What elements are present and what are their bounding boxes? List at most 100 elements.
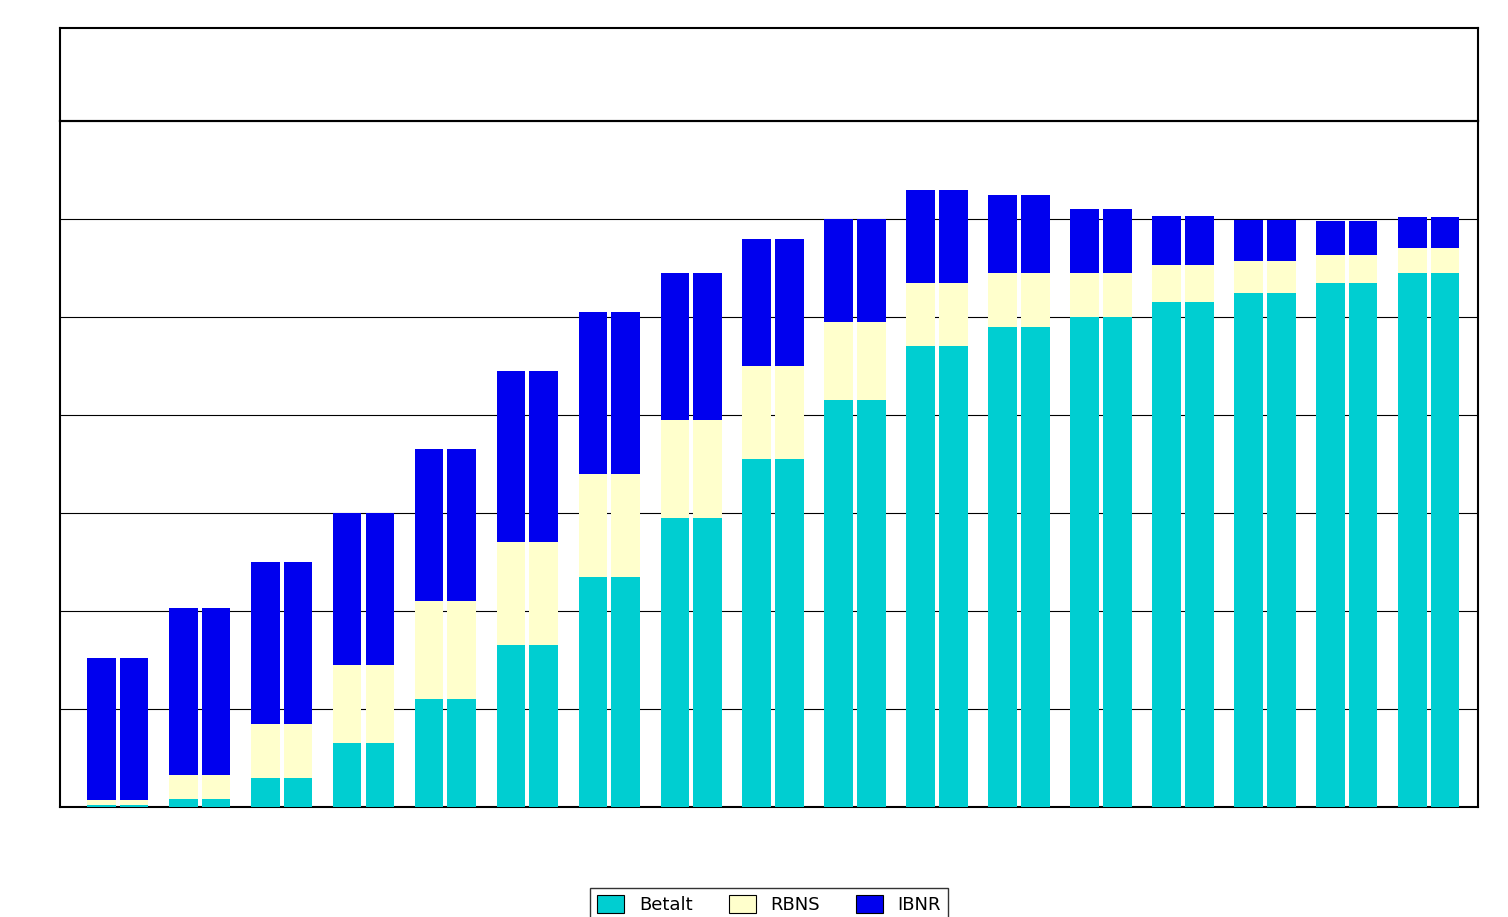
Bar (906, 282, 935, 347)
Bar (694, 420, 722, 518)
Bar (775, 459, 804, 807)
Legend: Betalt, RBNS, IBNR: Betalt, RBNS, IBNR (590, 888, 949, 917)
Bar (742, 238, 771, 366)
Bar (202, 799, 231, 807)
Bar (202, 608, 231, 775)
Bar (988, 273, 1016, 326)
Bar (1021, 326, 1050, 807)
Bar (742, 366, 771, 459)
Bar (1267, 293, 1295, 807)
Bar (661, 420, 689, 518)
Bar (1267, 261, 1295, 293)
Bar (1431, 217, 1460, 249)
Bar (119, 805, 148, 807)
Bar (1102, 273, 1131, 317)
Bar (906, 347, 935, 807)
Bar (1348, 221, 1377, 255)
Bar (939, 282, 968, 347)
Bar (1185, 216, 1214, 265)
Bar (250, 724, 279, 778)
Bar (775, 366, 804, 459)
Bar (119, 658, 148, 801)
Bar (775, 238, 804, 366)
Bar (1431, 249, 1460, 273)
Bar (1152, 303, 1181, 807)
Bar (415, 449, 443, 602)
Bar (333, 665, 362, 744)
Bar (1316, 282, 1345, 807)
Bar (1398, 273, 1427, 807)
Bar (579, 474, 608, 577)
Bar (1234, 220, 1262, 261)
Bar (1152, 265, 1181, 303)
Bar (415, 602, 443, 699)
Bar (1316, 255, 1345, 282)
Bar (661, 518, 689, 807)
Bar (611, 474, 639, 577)
Bar (1431, 273, 1460, 807)
Bar (857, 401, 885, 807)
Bar (825, 401, 854, 807)
Bar (825, 219, 854, 322)
Bar (250, 778, 279, 807)
Bar (333, 744, 362, 807)
Bar (1267, 220, 1295, 261)
Bar (169, 608, 198, 775)
Bar (857, 322, 885, 401)
Bar (87, 805, 116, 807)
Bar (1071, 273, 1099, 317)
Bar (529, 370, 558, 542)
Bar (448, 449, 477, 602)
Bar (1234, 293, 1262, 807)
Bar (365, 744, 394, 807)
Bar (611, 577, 639, 807)
Bar (529, 542, 558, 646)
Bar (87, 658, 116, 801)
Bar (988, 194, 1016, 273)
Bar (119, 801, 148, 805)
Bar (579, 577, 608, 807)
Bar (284, 562, 312, 724)
Bar (1071, 317, 1099, 807)
Bar (284, 778, 312, 807)
Bar (448, 602, 477, 699)
Bar (1071, 209, 1099, 273)
Bar (1102, 317, 1131, 807)
Bar (661, 273, 689, 420)
Bar (1152, 216, 1181, 265)
Bar (1185, 265, 1214, 303)
Bar (365, 513, 394, 665)
Bar (939, 190, 968, 282)
Bar (694, 518, 722, 807)
Bar (333, 513, 362, 665)
Bar (906, 190, 935, 282)
Bar (1185, 303, 1214, 807)
Bar (365, 665, 394, 744)
Bar (169, 799, 198, 807)
Bar (496, 646, 525, 807)
Bar (1398, 249, 1427, 273)
Bar (579, 312, 608, 474)
Bar (1021, 194, 1050, 273)
Bar (1234, 261, 1262, 293)
Bar (529, 646, 558, 807)
Bar (742, 459, 771, 807)
Bar (169, 775, 198, 799)
Bar (496, 542, 525, 646)
Bar (496, 370, 525, 542)
Bar (1398, 217, 1427, 249)
Bar (694, 273, 722, 420)
Bar (1021, 273, 1050, 326)
Bar (857, 219, 885, 322)
Bar (202, 775, 231, 799)
Bar (1316, 221, 1345, 255)
Bar (284, 724, 312, 778)
Bar (1348, 282, 1377, 807)
Bar (415, 699, 443, 807)
Bar (988, 326, 1016, 807)
Bar (1102, 209, 1131, 273)
Bar (611, 312, 639, 474)
Bar (825, 322, 854, 401)
Bar (1348, 255, 1377, 282)
Bar (87, 801, 116, 805)
